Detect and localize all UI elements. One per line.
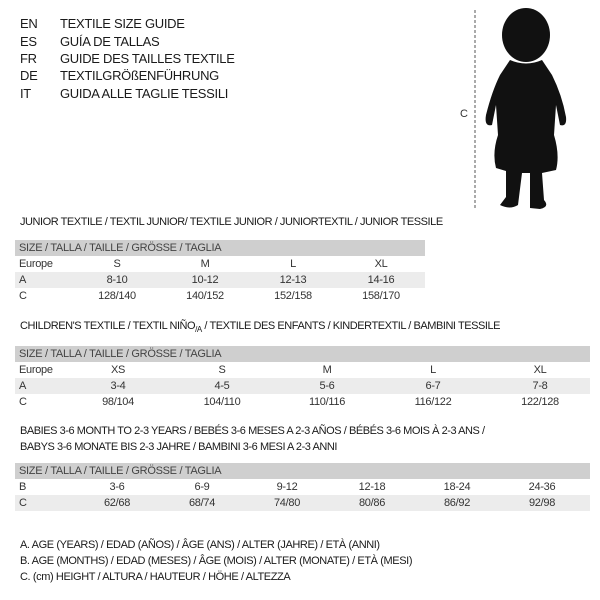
- table-cell: M: [200, 258, 210, 270]
- table-cell: 6-7: [425, 380, 441, 392]
- table-cell: 116/122: [414, 396, 452, 408]
- junior-size-table: SIZE / TALLA / TAILLE / GRÖSSE / TAGLIA …: [15, 240, 425, 304]
- table-row: A 8-10 10-12 12-13 14-16: [15, 272, 425, 288]
- lang-title: TEXTILE SIZE GUIDE: [60, 16, 185, 31]
- table-cell: 3-6: [109, 481, 125, 493]
- table-cell: 122/128: [521, 396, 559, 408]
- table-header: SIZE / TALLA / TAILLE / GRÖSSE / TAGLIA: [15, 463, 590, 479]
- lang-code: ES: [20, 34, 37, 49]
- table-row: C 128/140 140/152 152/158 158/170: [15, 288, 425, 304]
- table-row: B 3-6 6-9 9-12 12-18 18-24 24-36: [15, 479, 590, 495]
- lang-title: TEXTILGRÖßENFÜHRUNG: [60, 68, 219, 83]
- table-row: A 3-4 4-5 5-6 6-7 7-8: [15, 378, 590, 394]
- legend-age-years: A. AGE (YEARS) / EDAD (AÑOS) / ÂGE (ANS)…: [20, 539, 380, 551]
- table-cell: 86/92: [443, 497, 471, 509]
- table-cell: 18-24: [443, 481, 471, 493]
- table-cell: 10-12: [191, 274, 219, 286]
- language-line-de: DE TEXTILGRÖßENFÜHRUNG: [20, 68, 219, 83]
- language-line-es: ES GUÍA DE TALLAS: [20, 34, 160, 49]
- baby-silhouette-figure: [474, 8, 567, 210]
- table-cell: 14-16: [367, 274, 395, 286]
- children-size-table: SIZE / TALLA / TAILLE / GRÖSSE / TAGLIA …: [15, 346, 590, 410]
- table-cell: L: [290, 258, 296, 270]
- language-line-en: EN TEXTILE SIZE GUIDE: [20, 16, 185, 31]
- row-label: C: [19, 290, 27, 302]
- table-cell: 5-6: [319, 380, 335, 392]
- title-subscript: /A: [195, 325, 202, 335]
- table-cell: L: [430, 364, 436, 376]
- lang-code: EN: [20, 16, 38, 31]
- lang-code: IT: [20, 86, 31, 101]
- row-label: B: [19, 481, 27, 493]
- table-cell: 9-12: [276, 481, 298, 493]
- table-cell: 12-18: [358, 481, 386, 493]
- table-cell: 12-13: [279, 274, 307, 286]
- legend-height: C. (cm) HEIGHT / ALTURA / HAUTEUR / HÖHE…: [20, 571, 291, 583]
- table-header: SIZE / TALLA / TAILLE / GRÖSSE / TAGLIA: [15, 346, 590, 362]
- table-cell: S: [113, 258, 121, 270]
- table-cell: M: [322, 364, 332, 376]
- babies-section-title-line1: BABIES 3-6 MONTH TO 2-3 YEARS / BEBÉS 3-…: [20, 425, 485, 437]
- row-label: C: [19, 396, 27, 408]
- table-cell: 110/116: [308, 396, 346, 408]
- table-cell: XS: [110, 364, 126, 376]
- lang-code: DE: [20, 68, 38, 83]
- row-label: C: [19, 497, 27, 509]
- table-cell: 80/86: [358, 497, 386, 509]
- table-cell: 4-5: [214, 380, 230, 392]
- table-cell: 152/158: [274, 290, 312, 302]
- table-header: SIZE / TALLA / TAILLE / GRÖSSE / TAGLIA: [15, 240, 425, 256]
- junior-section-title: JUNIOR TEXTILE / TEXTIL JUNIOR/ TEXTILE …: [20, 216, 443, 228]
- language-line-it: IT GUIDA ALLE TAGLIE TESSILI: [20, 86, 228, 101]
- table-cell: 92/98: [528, 497, 556, 509]
- row-label: A: [19, 274, 27, 286]
- lang-title: GUIDA ALLE TAGLIE TESSILI: [60, 86, 229, 101]
- table-cell: 74/80: [273, 497, 301, 509]
- row-label: A: [19, 380, 27, 392]
- table-cell: 140/152: [186, 290, 224, 302]
- table-cell: 6-9: [194, 481, 210, 493]
- title-text: / TEXTILE DES ENFANTS / KINDERTEXTIL / B…: [201, 320, 501, 332]
- table-cell: 7-8: [532, 380, 548, 392]
- lang-title: GUIDE DES TAILLES TEXTILE: [60, 51, 235, 66]
- table-row: C 98/104 104/110 110/116 116/122 122/128: [15, 394, 590, 410]
- table-cell: 8-10: [106, 274, 128, 286]
- table-cell: S: [218, 364, 226, 376]
- table-cell: 98/104: [102, 396, 134, 408]
- children-section-title: CHILDREN'S TEXTILE / TEXTIL NIÑO/A / TEX…: [20, 320, 500, 334]
- table-row: Europe XS S M L XL: [15, 362, 590, 378]
- language-line-fr: FR GUIDE DES TAILLES TEXTILE: [20, 51, 235, 66]
- table-cell: 158/170: [362, 290, 400, 302]
- table-cell: 3-4: [110, 380, 126, 392]
- table-cell: XL: [533, 364, 547, 376]
- legend-age-months: B. AGE (MONTHS) / EDAD (MESES) / ÂGE (MO…: [20, 555, 413, 567]
- table-cell: 128/140: [98, 290, 136, 302]
- babies-section-title-line2: BABYS 3-6 MONATE BIS 2-3 JAHRE / BAMBINI…: [20, 441, 337, 453]
- table-row: C 62/68 68/74 74/80 80/86 86/92 92/98: [15, 495, 590, 511]
- row-label: Europe: [19, 364, 53, 376]
- table-cell: 62/68: [103, 497, 131, 509]
- table-cell: 104/110: [203, 396, 241, 408]
- lang-title: GUÍA DE TALLAS: [60, 34, 160, 49]
- table-cell: 68/74: [188, 497, 216, 509]
- height-label: C: [460, 108, 468, 120]
- table-cell: 24-36: [528, 481, 556, 493]
- table-row: Europe S M L XL: [15, 256, 425, 272]
- lang-code: FR: [20, 51, 37, 66]
- title-text: CHILDREN'S TEXTILE / TEXTIL NIÑO: [20, 320, 196, 332]
- row-label: Europe: [19, 258, 53, 270]
- table-cell: XL: [374, 258, 388, 270]
- babies-size-table: SIZE / TALLA / TAILLE / GRÖSSE / TAGLIA …: [15, 463, 590, 511]
